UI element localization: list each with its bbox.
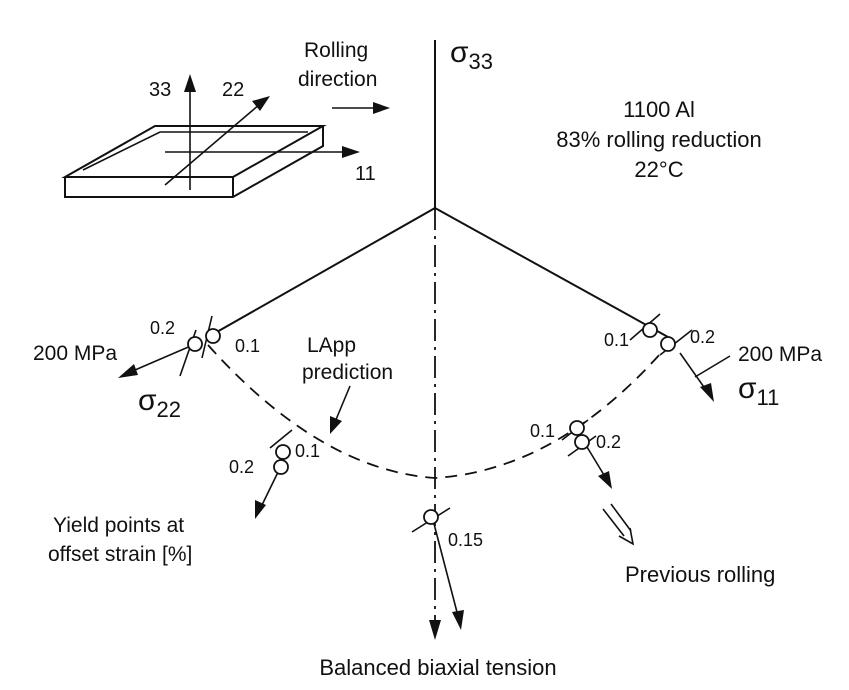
left-yield-points: 0.2 0.1 bbox=[118, 316, 260, 378]
bottom-yield-point-015 bbox=[424, 510, 438, 524]
specimen-sketch: 33 22 11 bbox=[65, 74, 376, 197]
lowleft-yield-points: 0.2 0.1 bbox=[229, 430, 320, 519]
left-yield-point-02 bbox=[188, 337, 202, 351]
previous-rolling-label: Previous rolling bbox=[625, 562, 775, 587]
lowright-yield-point-02 bbox=[575, 435, 589, 449]
double-arrow-head bbox=[619, 528, 633, 544]
balanced-biaxial-arrowhead bbox=[429, 620, 441, 640]
plate-side-faces bbox=[65, 126, 323, 197]
lowright-yield-points: 0.1 0.2 bbox=[530, 420, 621, 489]
lapp-pointer-arrowhead bbox=[330, 416, 342, 434]
right-label-01: 0.1 bbox=[604, 330, 629, 350]
lowleft-label-01: 0.1 bbox=[295, 441, 320, 461]
bottom-arrowhead bbox=[452, 610, 464, 630]
right-label-02: 0.2 bbox=[690, 327, 715, 347]
plate-inner-rim bbox=[83, 132, 308, 170]
balanced-biaxial-label: Balanced biaxial tension bbox=[319, 655, 556, 680]
lapp-label-line1: LApp bbox=[307, 334, 356, 357]
stress-right-label: 200 MPa bbox=[738, 343, 822, 366]
left-label-02: 0.2 bbox=[150, 318, 175, 338]
lowleft-label-02: 0.2 bbox=[229, 457, 254, 477]
lowleft-arrowhead bbox=[255, 500, 266, 519]
yield-points-label-line2: offset strain [%] bbox=[48, 543, 192, 566]
sigma22-symbol: σ22 bbox=[138, 384, 181, 422]
double-arrow-line-b bbox=[611, 504, 631, 531]
bottom-yield-point: 0.15 bbox=[412, 508, 483, 630]
sigma11-symbol: σ11 bbox=[738, 372, 779, 410]
right-yield-point-01 bbox=[643, 323, 657, 337]
yield-points-label-line1: Yield points at bbox=[53, 514, 184, 537]
stress-left-label: 200 MPa bbox=[33, 342, 117, 365]
lowright-yield-point-01 bbox=[570, 421, 584, 435]
sigma33-symbol: σ33 bbox=[450, 36, 493, 74]
lowleft-yield-point-02 bbox=[274, 460, 288, 474]
reduction-label: 83% rolling reduction bbox=[556, 127, 761, 152]
yield-locus-left-branch bbox=[208, 208, 435, 337]
right-yield-point-02 bbox=[661, 337, 675, 351]
right-yield-points: 0.1 0.2 bbox=[604, 314, 730, 402]
bottom-label-015: 0.15 bbox=[448, 530, 483, 550]
axis-33-label: 33 bbox=[149, 79, 171, 101]
axis-33-arrowhead bbox=[184, 74, 196, 92]
previous-rolling-double-arrow bbox=[603, 504, 633, 544]
right-stress-vector bbox=[680, 353, 706, 390]
lowright-arrowhead bbox=[598, 471, 612, 489]
temperature-label: 22°C bbox=[634, 157, 683, 182]
left-yield-point-01 bbox=[206, 329, 220, 343]
rolling-direction-line1: Rolling bbox=[304, 39, 368, 62]
left-label-01: 0.1 bbox=[235, 336, 260, 356]
yield-locus-right-branch bbox=[435, 208, 668, 337]
lapp-label-line2: prediction bbox=[302, 361, 393, 384]
right-200mpa-tick bbox=[695, 356, 730, 377]
double-arrow-line-a bbox=[603, 509, 624, 536]
rolling-direction-arrowhead bbox=[373, 102, 390, 114]
axis-11-label: 11 bbox=[355, 163, 376, 185]
right-stress-arrowhead bbox=[700, 383, 714, 402]
left-stress-arrowhead bbox=[118, 364, 138, 378]
lapp-prediction-curve bbox=[208, 345, 668, 478]
lapp-pointer-line bbox=[335, 386, 350, 422]
lowright-label-01: 0.1 bbox=[530, 421, 555, 441]
material-label: 1100 Al bbox=[623, 97, 695, 122]
axis-22-label: 22 bbox=[222, 79, 244, 101]
lowright-label-02: 0.2 bbox=[596, 432, 621, 452]
axis-22-line bbox=[165, 104, 260, 185]
axis-11-arrowhead bbox=[342, 146, 360, 158]
rolling-direction-line2: direction bbox=[298, 68, 377, 91]
lowleft-yield-point-01 bbox=[276, 445, 290, 459]
